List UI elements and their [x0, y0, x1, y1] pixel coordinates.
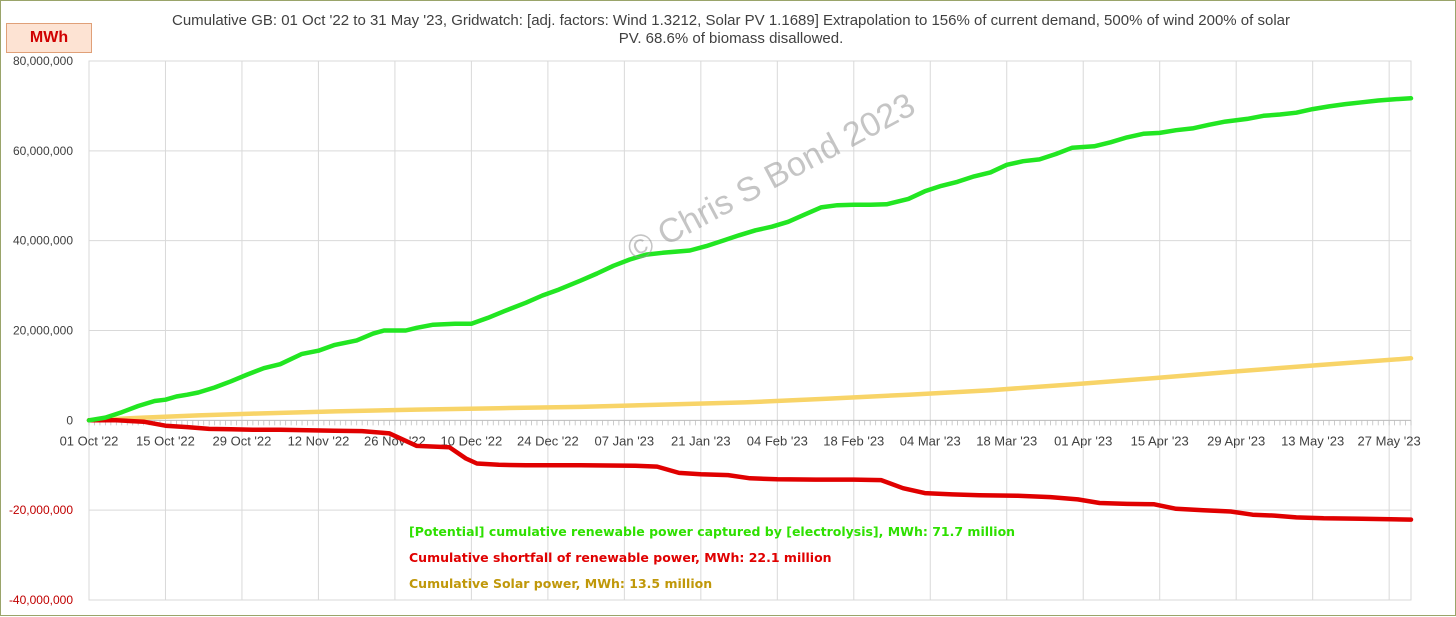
x-tick-label: 07 Jan '23 [595, 433, 655, 448]
x-tick-label: 04 Mar '23 [900, 433, 961, 448]
y-tick-label: 60,000,000 [13, 144, 73, 158]
chart-title-line1: Cumulative GB: 01 Oct '22 to 31 May '23,… [172, 12, 1290, 29]
x-tick-label: 12 Nov '22 [288, 433, 350, 448]
y-tick-label: -20,000,000 [9, 503, 73, 517]
x-tick-label: 15 Apr '23 [1131, 433, 1189, 448]
x-tick-label: 10 Dec '22 [441, 433, 503, 448]
chart-legend: [Potential] cumulative renewable power c… [409, 519, 1015, 597]
x-tick-label: 21 Jan '23 [671, 433, 731, 448]
y-tick-label: 0 [66, 413, 73, 427]
legend-entry-electrolysis: [Potential] cumulative renewable power c… [409, 524, 1016, 539]
legend-entry-shortfall: Cumulative shortfall of renewable power,… [409, 550, 832, 565]
y-tick-label: 40,000,000 [13, 234, 73, 248]
series-line-solar [86, 356, 1414, 423]
y-tick-label: -40,000,000 [9, 593, 73, 607]
y-tick-label: 20,000,000 [13, 324, 73, 338]
x-tick-label: 13 May '23 [1281, 433, 1344, 448]
x-tick-label: 18 Feb '23 [823, 433, 884, 448]
chart-title: Cumulative GB: 01 Oct '22 to 31 May '23,… [111, 12, 1351, 48]
x-tick-label: 29 Apr '23 [1207, 433, 1265, 448]
series-line-shortfall [86, 418, 1414, 522]
x-tick-label: 18 Mar '23 [976, 433, 1037, 448]
legend-entry-solar: Cumulative Solar power, MWh: 13.5 millio… [409, 576, 713, 591]
x-tick-label: 24 Dec '22 [517, 433, 579, 448]
chart-title-line2: PV. 68.6% of biomass disallowed. [618, 30, 844, 47]
x-tick-label: 29 Oct '22 [213, 433, 272, 448]
series-line-electrolysis [86, 96, 1414, 423]
x-tick-label: 01 Oct '22 [60, 433, 119, 448]
y-tick-label: 80,000,000 [13, 54, 73, 68]
x-tick-label: 15 Oct '22 [136, 433, 195, 448]
x-tick-label: 04 Feb '23 [747, 433, 808, 448]
x-tick-label: 27 May '23 [1358, 433, 1421, 448]
x-tick-label: 01 Apr '23 [1054, 433, 1112, 448]
